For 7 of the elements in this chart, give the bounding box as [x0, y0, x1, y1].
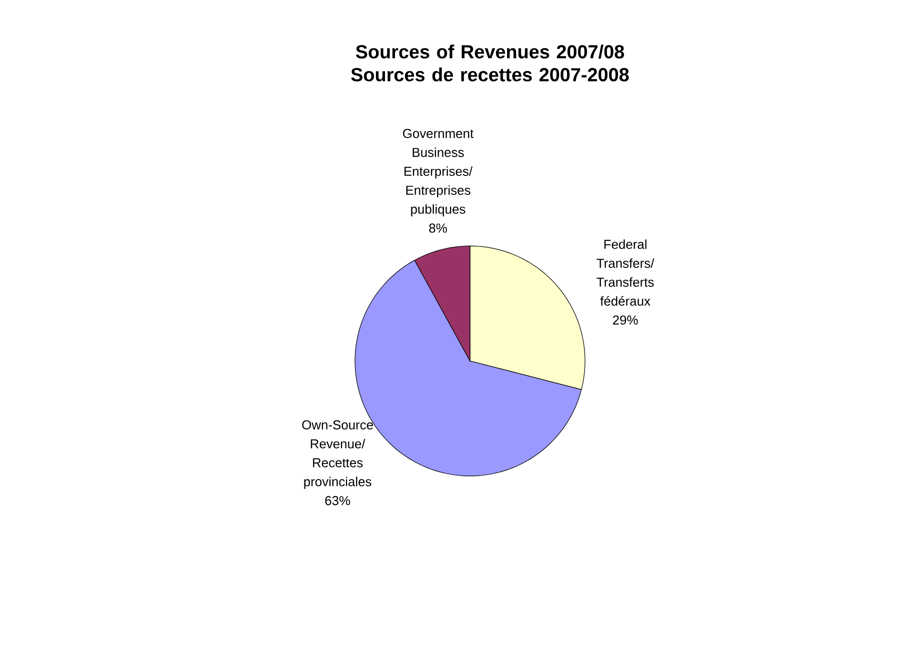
- slice-label: Government Business Enterprises/ Entreprises publiques: [403, 128, 474, 216]
- data-label: 29%: [613, 315, 638, 325]
- data-label: 8%: [429, 224, 447, 233]
- chart-title: Sources of Revenues 2007/08 Sources de recettes 2007-2008: [351, 44, 629, 82]
- data-label: 63%: [325, 496, 350, 506]
- slice-label: Federal Transfers/ Transferts fédéraux: [596, 239, 654, 306]
- slice-label: Own-Source Revenue/ Recettes provinciales: [302, 420, 373, 489]
